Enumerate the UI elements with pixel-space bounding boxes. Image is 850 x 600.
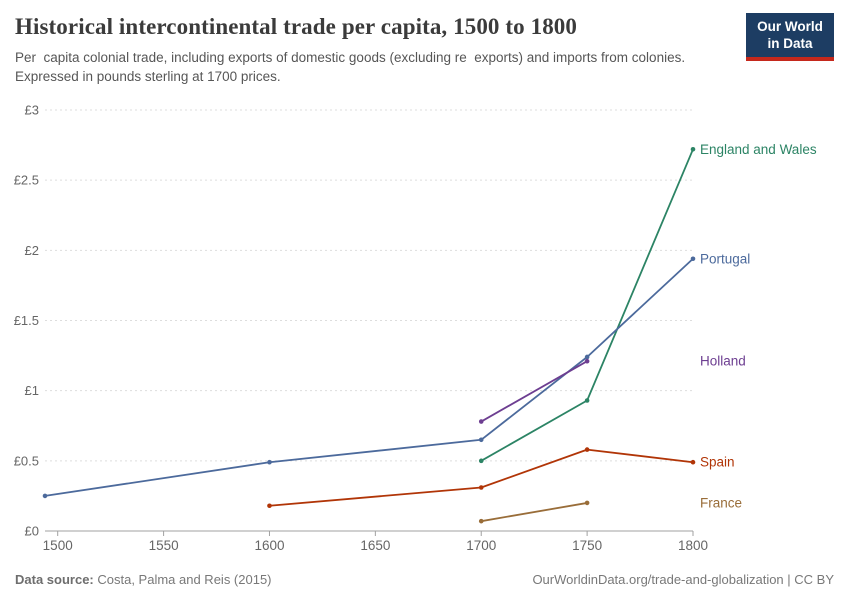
- credit-link[interactable]: OurWorldinData.org/trade-and-globalizati…: [532, 572, 834, 587]
- data-source-label: Data source:: [15, 572, 94, 587]
- point-portugal-1700: [478, 437, 484, 443]
- y-tick-label: £0: [25, 524, 39, 539]
- point-portugal-1800: [690, 256, 696, 262]
- y-tick-label: £3: [25, 103, 39, 118]
- series-label-spain[interactable]: Spain: [700, 455, 735, 470]
- y-tick-label: £1: [25, 383, 39, 398]
- chart-footer: Data source: Costa, Palma and Reis (2015…: [0, 572, 850, 600]
- point-portugal-1750: [584, 354, 590, 360]
- point-portugal-1494: [42, 493, 48, 499]
- series-label-holland[interactable]: Holland: [700, 354, 746, 369]
- x-tick-label: 1600: [254, 538, 284, 553]
- x-tick-label: 1700: [466, 538, 496, 553]
- point-holland-1700: [478, 419, 484, 424]
- x-tick-label: 1800: [678, 538, 708, 553]
- point-france-1750: [584, 500, 590, 506]
- point-portugal-1600: [267, 459, 272, 465]
- point-spain-1800: [690, 459, 696, 465]
- point-england-and-wales-1800: [690, 146, 696, 152]
- point-spain-1600: [267, 503, 272, 509]
- x-tick-label: 1550: [149, 538, 179, 553]
- x-tick-label: 1750: [572, 538, 602, 553]
- chart-header: Historical intercontinental trade per ca…: [0, 0, 850, 87]
- line-holland[interactable]: [480, 360, 589, 423]
- series-label-portugal[interactable]: Portugal: [700, 251, 750, 266]
- owid-logo-line1: Our World: [757, 19, 823, 34]
- series-label-france[interactable]: France: [700, 495, 742, 510]
- y-tick-label: £1.5: [14, 313, 39, 328]
- y-tick-label: £2: [25, 243, 39, 258]
- series-label-england-and-wales[interactable]: England and Wales: [700, 142, 817, 157]
- page-title: Historical intercontinental trade per ca…: [15, 14, 577, 39]
- page-subtitle: Per capita colonial trade, including exp…: [15, 50, 686, 84]
- owid-logo-line2: in Data: [767, 35, 813, 51]
- x-tick-label: 1650: [360, 538, 390, 553]
- x-tick-label: 1500: [43, 538, 73, 553]
- line-spain[interactable]: [268, 448, 694, 507]
- line-france[interactable]: [480, 502, 589, 523]
- point-england-and-wales-1750: [584, 398, 590, 403]
- point-france-1700: [478, 518, 484, 524]
- y-tick-label: £0.5: [14, 453, 39, 468]
- y-tick-label: £2.5: [14, 173, 39, 188]
- point-spain-1750: [584, 447, 590, 452]
- data-source: Data source: Costa, Palma and Reis (2015…: [15, 572, 272, 587]
- point-england-and-wales-1700: [478, 458, 484, 464]
- owid-logo[interactable]: Our World in Data: [746, 13, 834, 61]
- point-spain-1700: [478, 485, 484, 490]
- data-source-value: Costa, Palma and Reis (2015): [93, 572, 272, 587]
- point-holland-1750: [584, 358, 590, 364]
